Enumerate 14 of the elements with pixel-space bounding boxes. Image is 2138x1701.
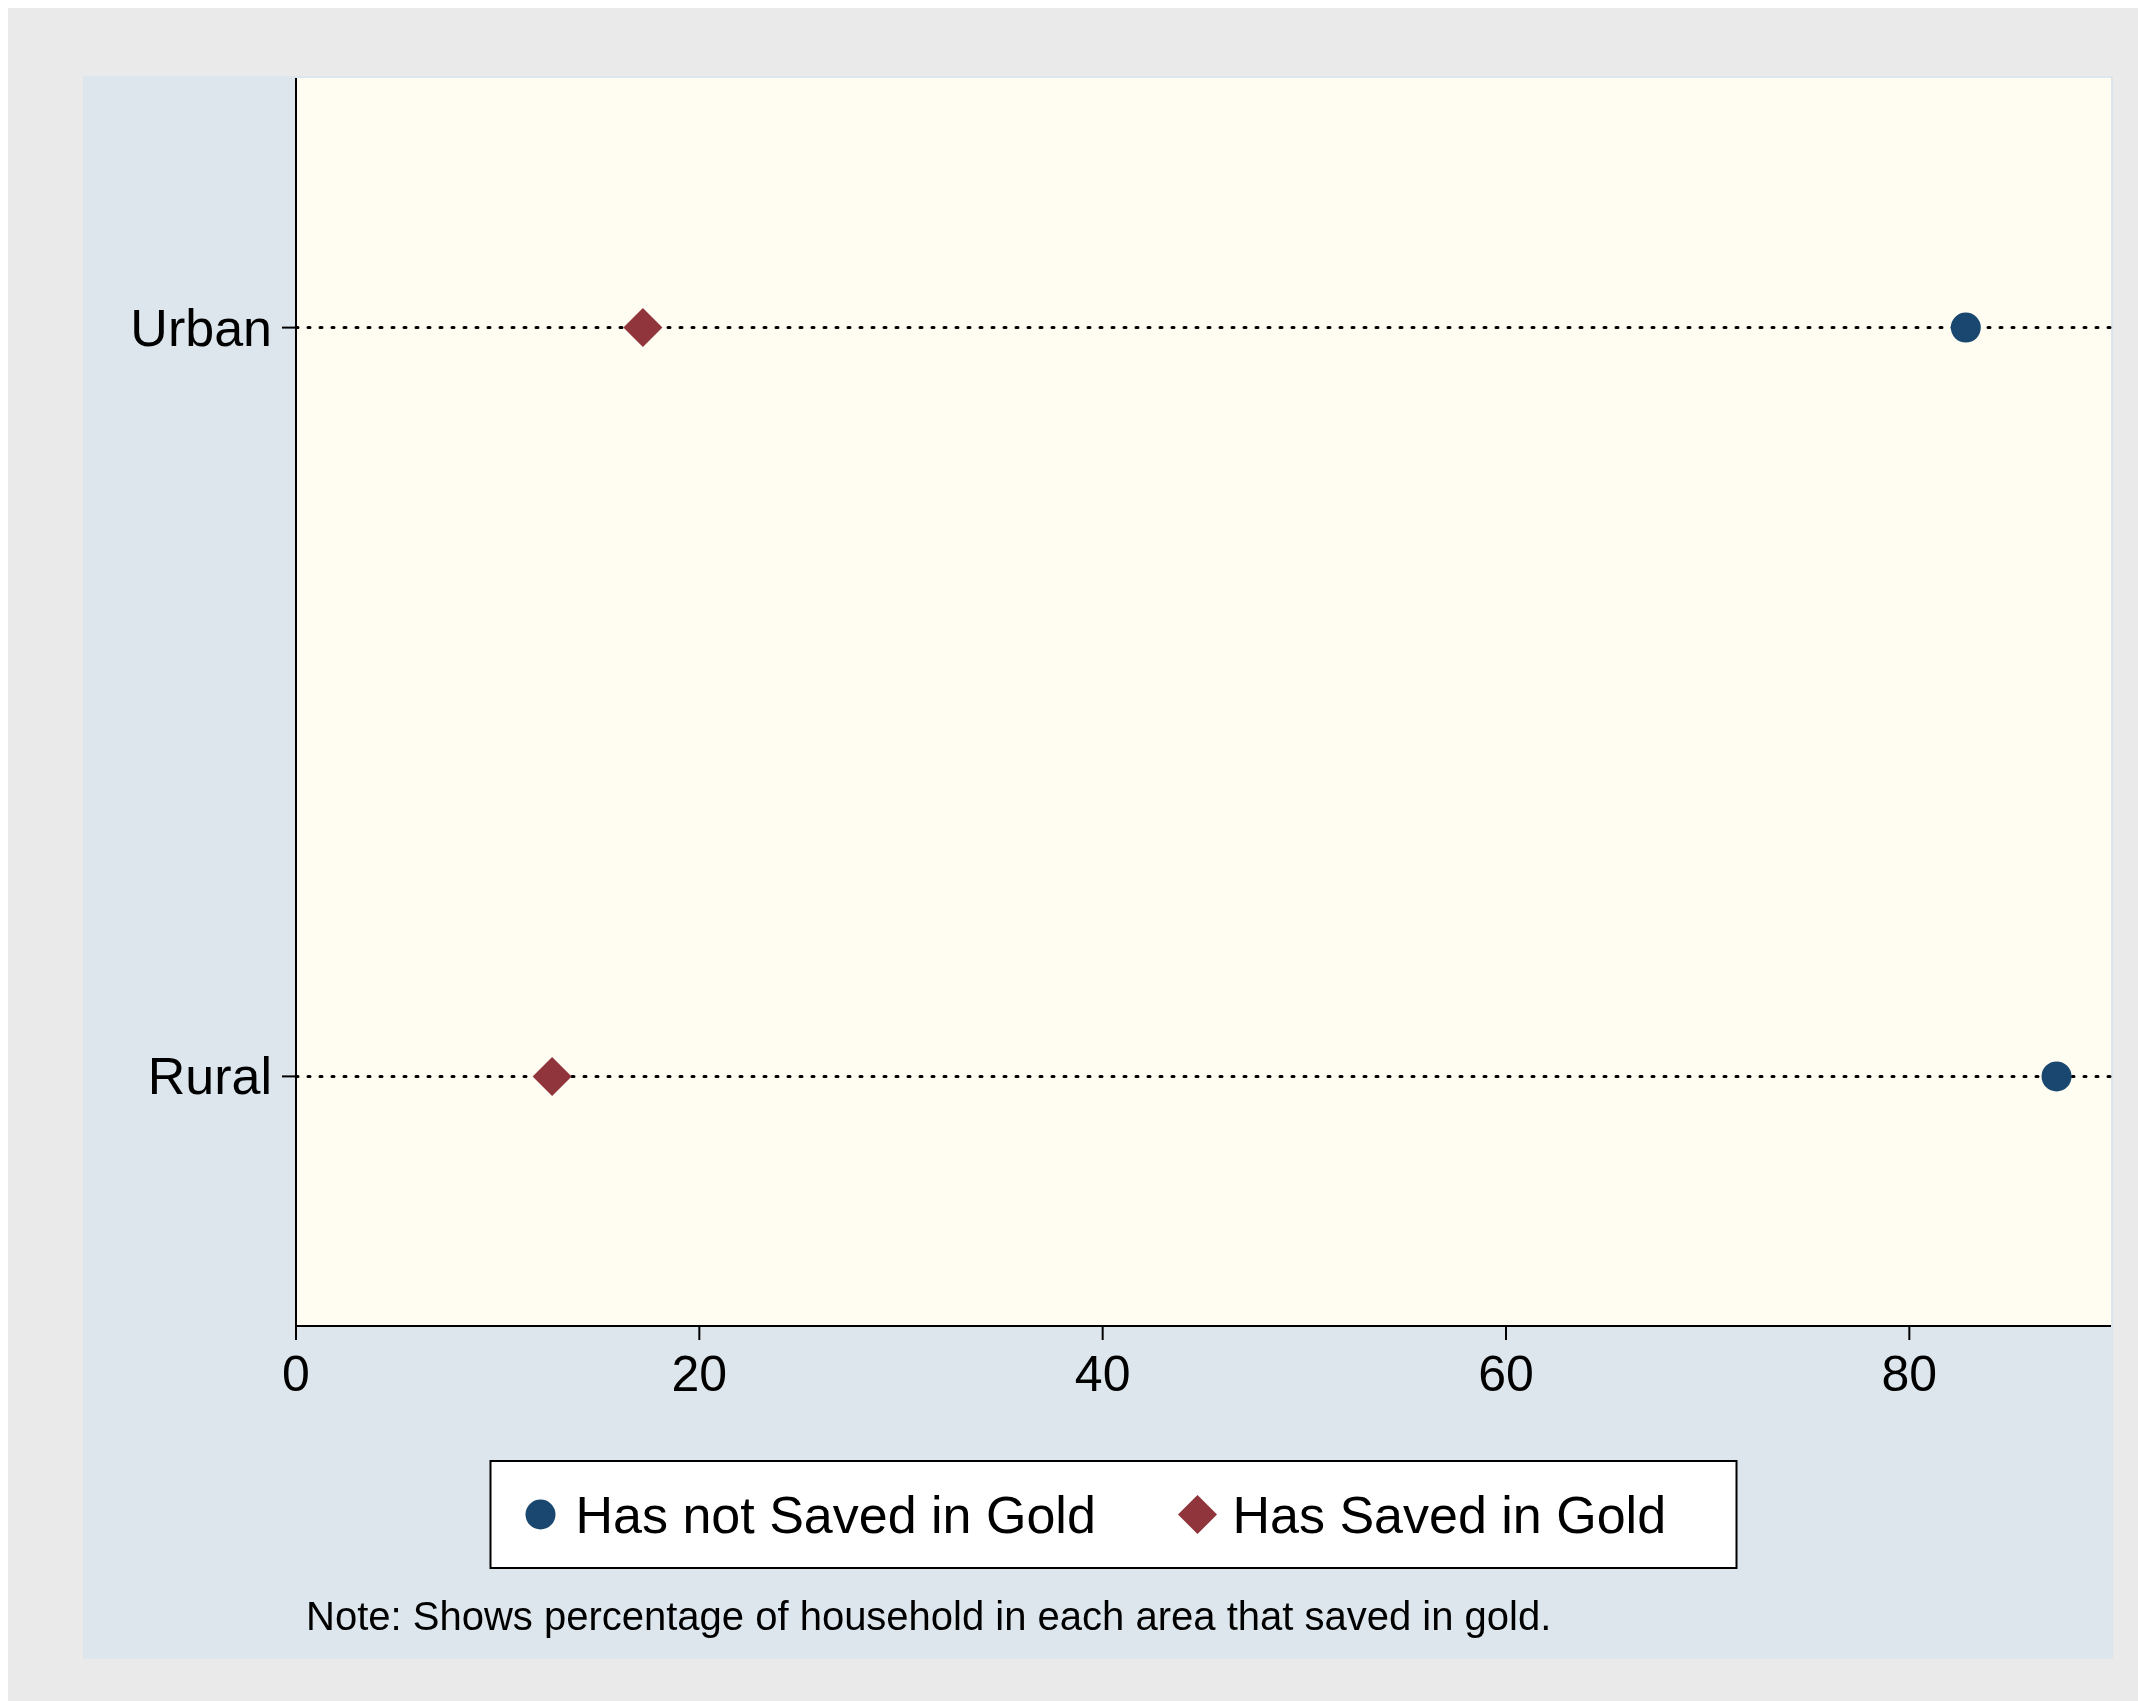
x-tick-label: 20	[671, 1346, 728, 1402]
x-tick-label: 0	[282, 1346, 310, 1402]
point	[532, 1056, 572, 1096]
point	[623, 308, 663, 348]
y-tick-label: Rural	[147, 1047, 272, 1106]
legend-label: Has not Saved in Gold	[575, 1485, 1096, 1544]
point	[2041, 1061, 2072, 1092]
legend-label: Has Saved in Gold	[1232, 1485, 1667, 1544]
x-tick-label: 60	[1478, 1346, 1534, 1402]
text: Note: Shows percentage of household in each area that saved in gold.	[306, 1594, 1552, 1638]
x-tick-label: 80	[1881, 1346, 1938, 1402]
x-tick-label: 40	[1074, 1346, 1131, 1402]
y-tick-label: Urban	[130, 298, 272, 357]
point	[1950, 312, 1981, 343]
